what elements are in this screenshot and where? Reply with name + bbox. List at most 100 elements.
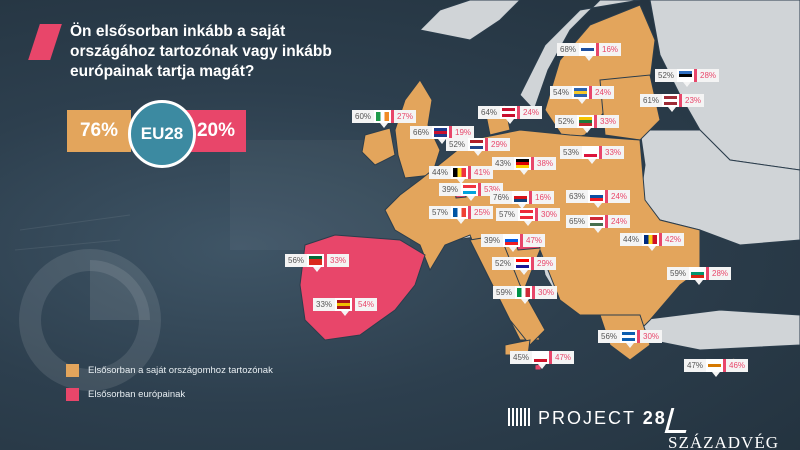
label-pointer	[524, 221, 533, 226]
legend-european-label: Elsősorban európainak	[88, 389, 186, 400]
country-pair-finland: 68% 16%	[557, 43, 622, 61]
bulgaria-flag-icon	[689, 267, 707, 280]
iberia	[299, 234, 426, 341]
country-pair-italy: 59% 30%	[493, 286, 558, 304]
country-pair-poland: 53% 33%	[560, 146, 625, 164]
netherlands-flag-icon	[468, 138, 486, 151]
country-pair-lithuania: 52% 33%	[555, 115, 620, 133]
national-percent: 57%	[429, 206, 452, 219]
label-pointer	[583, 128, 592, 133]
national-percent: 76%	[490, 191, 513, 204]
european-percent: 46%	[723, 359, 749, 372]
national-percent: 33%	[313, 298, 336, 311]
cyprus-flag-icon	[706, 359, 724, 372]
national-percent: 65%	[566, 215, 589, 228]
france-flag-icon	[451, 206, 469, 219]
european-percent: 33%	[599, 146, 625, 159]
european-percent: 29%	[485, 138, 511, 151]
legend-european-swatch	[66, 388, 79, 401]
label-pointer	[578, 99, 587, 104]
label-pointer	[712, 372, 721, 377]
legend-national-swatch	[66, 364, 79, 377]
label-pointer	[538, 364, 547, 369]
country-pair-slovakia: 63% 24%	[566, 190, 631, 208]
eu28-european-percent: 20%	[186, 110, 246, 152]
label-pointer	[380, 123, 389, 128]
label-pointer	[585, 56, 594, 61]
national-percent: 56%	[598, 330, 621, 343]
label-pointer	[518, 204, 527, 209]
chart-title: Ön elsősorban inkább a saját országához …	[70, 23, 332, 80]
greece-flag-icon	[620, 330, 638, 343]
ireland-flag-icon	[374, 110, 392, 123]
project28-number: 28	[642, 408, 667, 428]
country-pair-sweden: 54% 24%	[550, 86, 615, 104]
country-pair-portugal: 56% 33%	[285, 254, 350, 272]
european-percent: 38%	[531, 157, 557, 170]
label-pointer	[509, 247, 518, 252]
label-pointer	[626, 343, 635, 348]
turkey	[639, 309, 800, 351]
label-pointer	[695, 280, 704, 285]
country-pair-netherlands: 52% 29%	[446, 138, 511, 156]
country-pair-spain: 33% 54%	[313, 298, 378, 316]
malta-flag-icon	[532, 351, 550, 364]
european-percent: 19%	[449, 126, 475, 139]
european-percent: 47%	[549, 351, 575, 364]
country-pair-latvia: 61% 23%	[640, 94, 705, 112]
label-pointer	[457, 179, 466, 184]
european-percent: 23%	[679, 94, 705, 107]
label-pointer	[594, 203, 603, 208]
eu28-national-percent: 76%	[67, 110, 131, 152]
denmark-flag-icon	[500, 106, 518, 119]
european-percent: 28%	[694, 69, 720, 82]
country-pair-greece: 56% 30%	[598, 330, 663, 348]
european-percent: 27%	[391, 110, 417, 123]
country-pair-slovenia: 39% 47%	[481, 234, 546, 252]
label-pointer	[506, 119, 515, 124]
national-percent: 57%	[496, 208, 519, 221]
european-percent: 42%	[659, 233, 685, 246]
label-pointer	[313, 267, 322, 272]
spain-flag-icon	[335, 298, 353, 311]
national-percent: 44%	[429, 166, 452, 179]
uk-flag-icon	[432, 126, 450, 139]
european-percent: 25%	[468, 206, 494, 219]
country-pair-austria: 57% 30%	[496, 208, 561, 226]
slovakia-flag-icon	[588, 190, 606, 203]
national-percent: 53%	[560, 146, 583, 159]
european-percent: 54%	[352, 298, 378, 311]
norway-coast	[418, 0, 521, 41]
belgium-flag-icon	[451, 166, 469, 179]
national-percent: 59%	[493, 286, 516, 299]
national-percent: 52%	[492, 257, 515, 270]
country-pair-luxembourg: 39% 53%	[439, 183, 504, 201]
european-percent: 33%	[324, 254, 350, 267]
czechia-flag-icon	[512, 191, 530, 204]
ireland	[361, 127, 396, 166]
label-pointer	[467, 196, 476, 201]
national-percent: 47%	[684, 359, 707, 372]
label-pointer	[520, 170, 529, 175]
country-pair-romania: 44% 42%	[620, 233, 685, 251]
project28-bars-icon	[508, 408, 530, 426]
country-pair-hungary: 65% 24%	[566, 215, 631, 233]
country-pair-cyprus: 47% 46%	[684, 359, 749, 377]
european-percent: 16%	[529, 191, 555, 204]
national-percent: 63%	[566, 190, 589, 203]
european-percent: 30%	[535, 208, 561, 221]
national-percent: 60%	[352, 110, 375, 123]
legend-national-label: Elsősorban a saját országomhoz tartozóna…	[88, 365, 273, 376]
romania-flag-icon	[642, 233, 660, 246]
country-pair-belgium: 44% 41%	[429, 166, 494, 184]
european-percent: 29%	[531, 257, 557, 270]
label-pointer	[648, 246, 657, 251]
national-percent: 44%	[620, 233, 643, 246]
national-percent: 52%	[555, 115, 578, 128]
label-pointer	[588, 159, 597, 164]
norway	[519, 0, 641, 111]
european-percent: 24%	[605, 215, 631, 228]
label-pointer	[521, 299, 530, 304]
european-percent: 16%	[596, 43, 622, 56]
